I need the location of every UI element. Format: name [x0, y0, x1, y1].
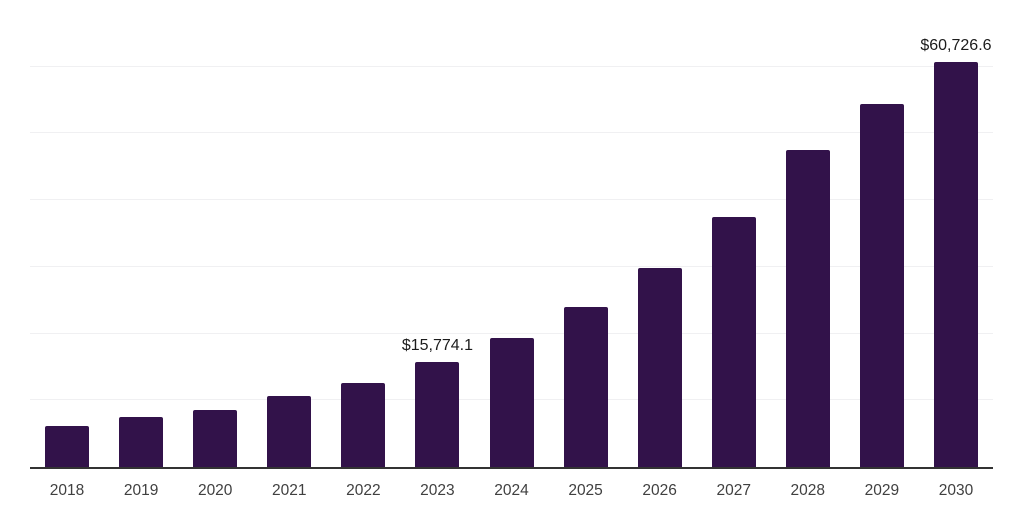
x-tick-2024: 2024 [494, 482, 529, 499]
x-tick-2018: 2018 [49, 482, 85, 499]
bar-2028 [785, 150, 830, 467]
value-label-2023: $15,774.1 [401, 336, 474, 354]
bar-2018 [45, 426, 90, 467]
x-tick-2025: 2025 [568, 482, 603, 499]
bar-2020 [193, 409, 238, 467]
x-tick-2021: 2021 [272, 482, 307, 499]
x-tick-2022: 2022 [346, 482, 381, 499]
x-tick-2027: 2027 [716, 482, 751, 499]
gridline-20000 [30, 332, 993, 334]
plot-area: $15,774.1 $60,726.6 [30, 2, 993, 469]
bar-2021 [267, 396, 312, 467]
bar-2019 [119, 417, 164, 467]
gridline-60000 [30, 65, 993, 67]
bar-2026 [637, 268, 682, 467]
bar-2023 [415, 361, 460, 467]
bar-2022 [341, 382, 386, 467]
x-tick-2028: 2028 [790, 482, 826, 499]
x-tick-2020: 2020 [197, 482, 233, 499]
x-tick-2029: 2029 [864, 482, 900, 499]
x-tick-2023: 2023 [420, 482, 455, 499]
bar-2027 [711, 216, 756, 467]
bar-2024 [489, 338, 534, 467]
gridline-40000 [30, 199, 993, 201]
x-tick-2030: 2030 [938, 482, 974, 499]
bar-2029 [859, 103, 904, 467]
bar-2030 [933, 61, 978, 467]
x-tick-2019: 2019 [123, 482, 159, 499]
gridline-30000 [30, 265, 993, 267]
gridline-50000 [30, 132, 993, 134]
bar-2025 [563, 306, 608, 467]
value-label-2030: $60,726.6 [920, 36, 992, 54]
x-axis-labels: 2018 2019 2020 2021 2022 2023 2024 2025 2026 2027… [30, 483, 993, 505]
x-tick-2026: 2026 [642, 482, 677, 499]
